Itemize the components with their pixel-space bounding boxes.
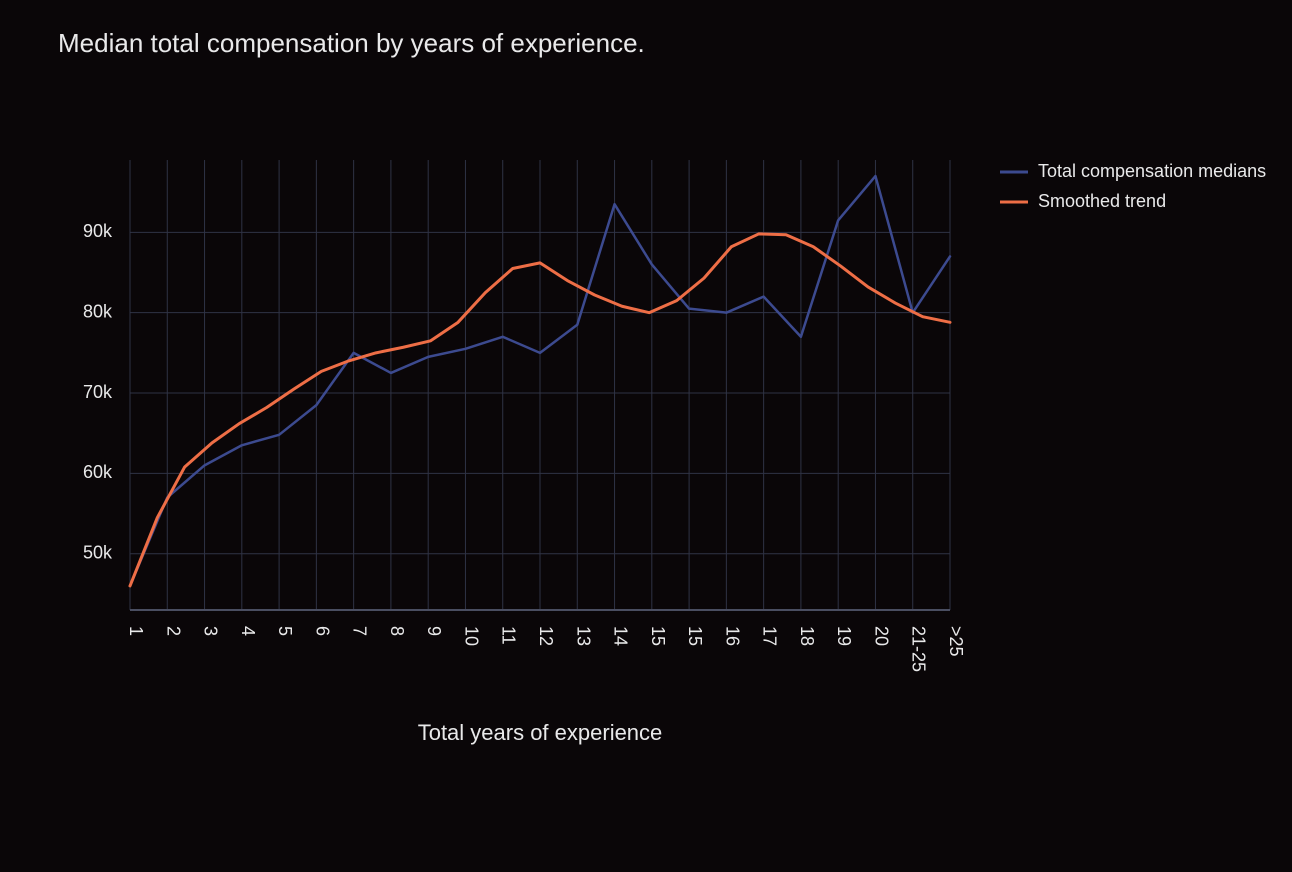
x-tick-label: 15 [685, 626, 705, 646]
y-tick-label: 80k [83, 301, 113, 321]
x-tick-label: 13 [573, 626, 593, 646]
x-tick-label: 14 [611, 626, 631, 646]
x-tick-label: 10 [461, 626, 481, 646]
compensation-line-chart: 50k60k70k80k90k1234567891011121314151516… [0, 0, 1292, 872]
y-tick-label: 90k [83, 221, 113, 241]
x-tick-label: 17 [760, 626, 780, 646]
x-tick-label: 12 [536, 626, 556, 646]
x-tick-label: 16 [722, 626, 742, 646]
x-tick-label: 2 [163, 626, 183, 636]
x-tick-label: 3 [201, 626, 221, 636]
y-tick-label: 60k [83, 462, 113, 482]
y-tick-label: 70k [83, 382, 113, 402]
x-tick-label: 1 [126, 626, 146, 636]
x-tick-label: 8 [387, 626, 407, 636]
x-axis-label: Total years of experience [418, 720, 663, 745]
x-tick-label: 6 [312, 626, 332, 636]
x-tick-label: 15 [648, 626, 668, 646]
x-tick-label: 7 [350, 626, 370, 636]
x-tick-label: 4 [238, 626, 258, 636]
x-tick-label: 18 [797, 626, 817, 646]
x-tick-label: 9 [424, 626, 444, 636]
x-tick-label: 11 [499, 626, 519, 645]
chart-title: Median total compensation by years of ex… [58, 28, 645, 58]
x-tick-label: >25 [946, 626, 966, 657]
legend-label: Smoothed trend [1038, 191, 1166, 211]
x-tick-label: 5 [275, 626, 295, 636]
chart-container: 50k60k70k80k90k1234567891011121314151516… [0, 0, 1292, 872]
y-tick-label: 50k [83, 543, 113, 563]
x-tick-label: 19 [834, 626, 854, 646]
legend-label: Total compensation medians [1038, 161, 1266, 181]
x-tick-label: 21-25 [909, 626, 929, 672]
x-tick-label: 20 [871, 626, 891, 646]
